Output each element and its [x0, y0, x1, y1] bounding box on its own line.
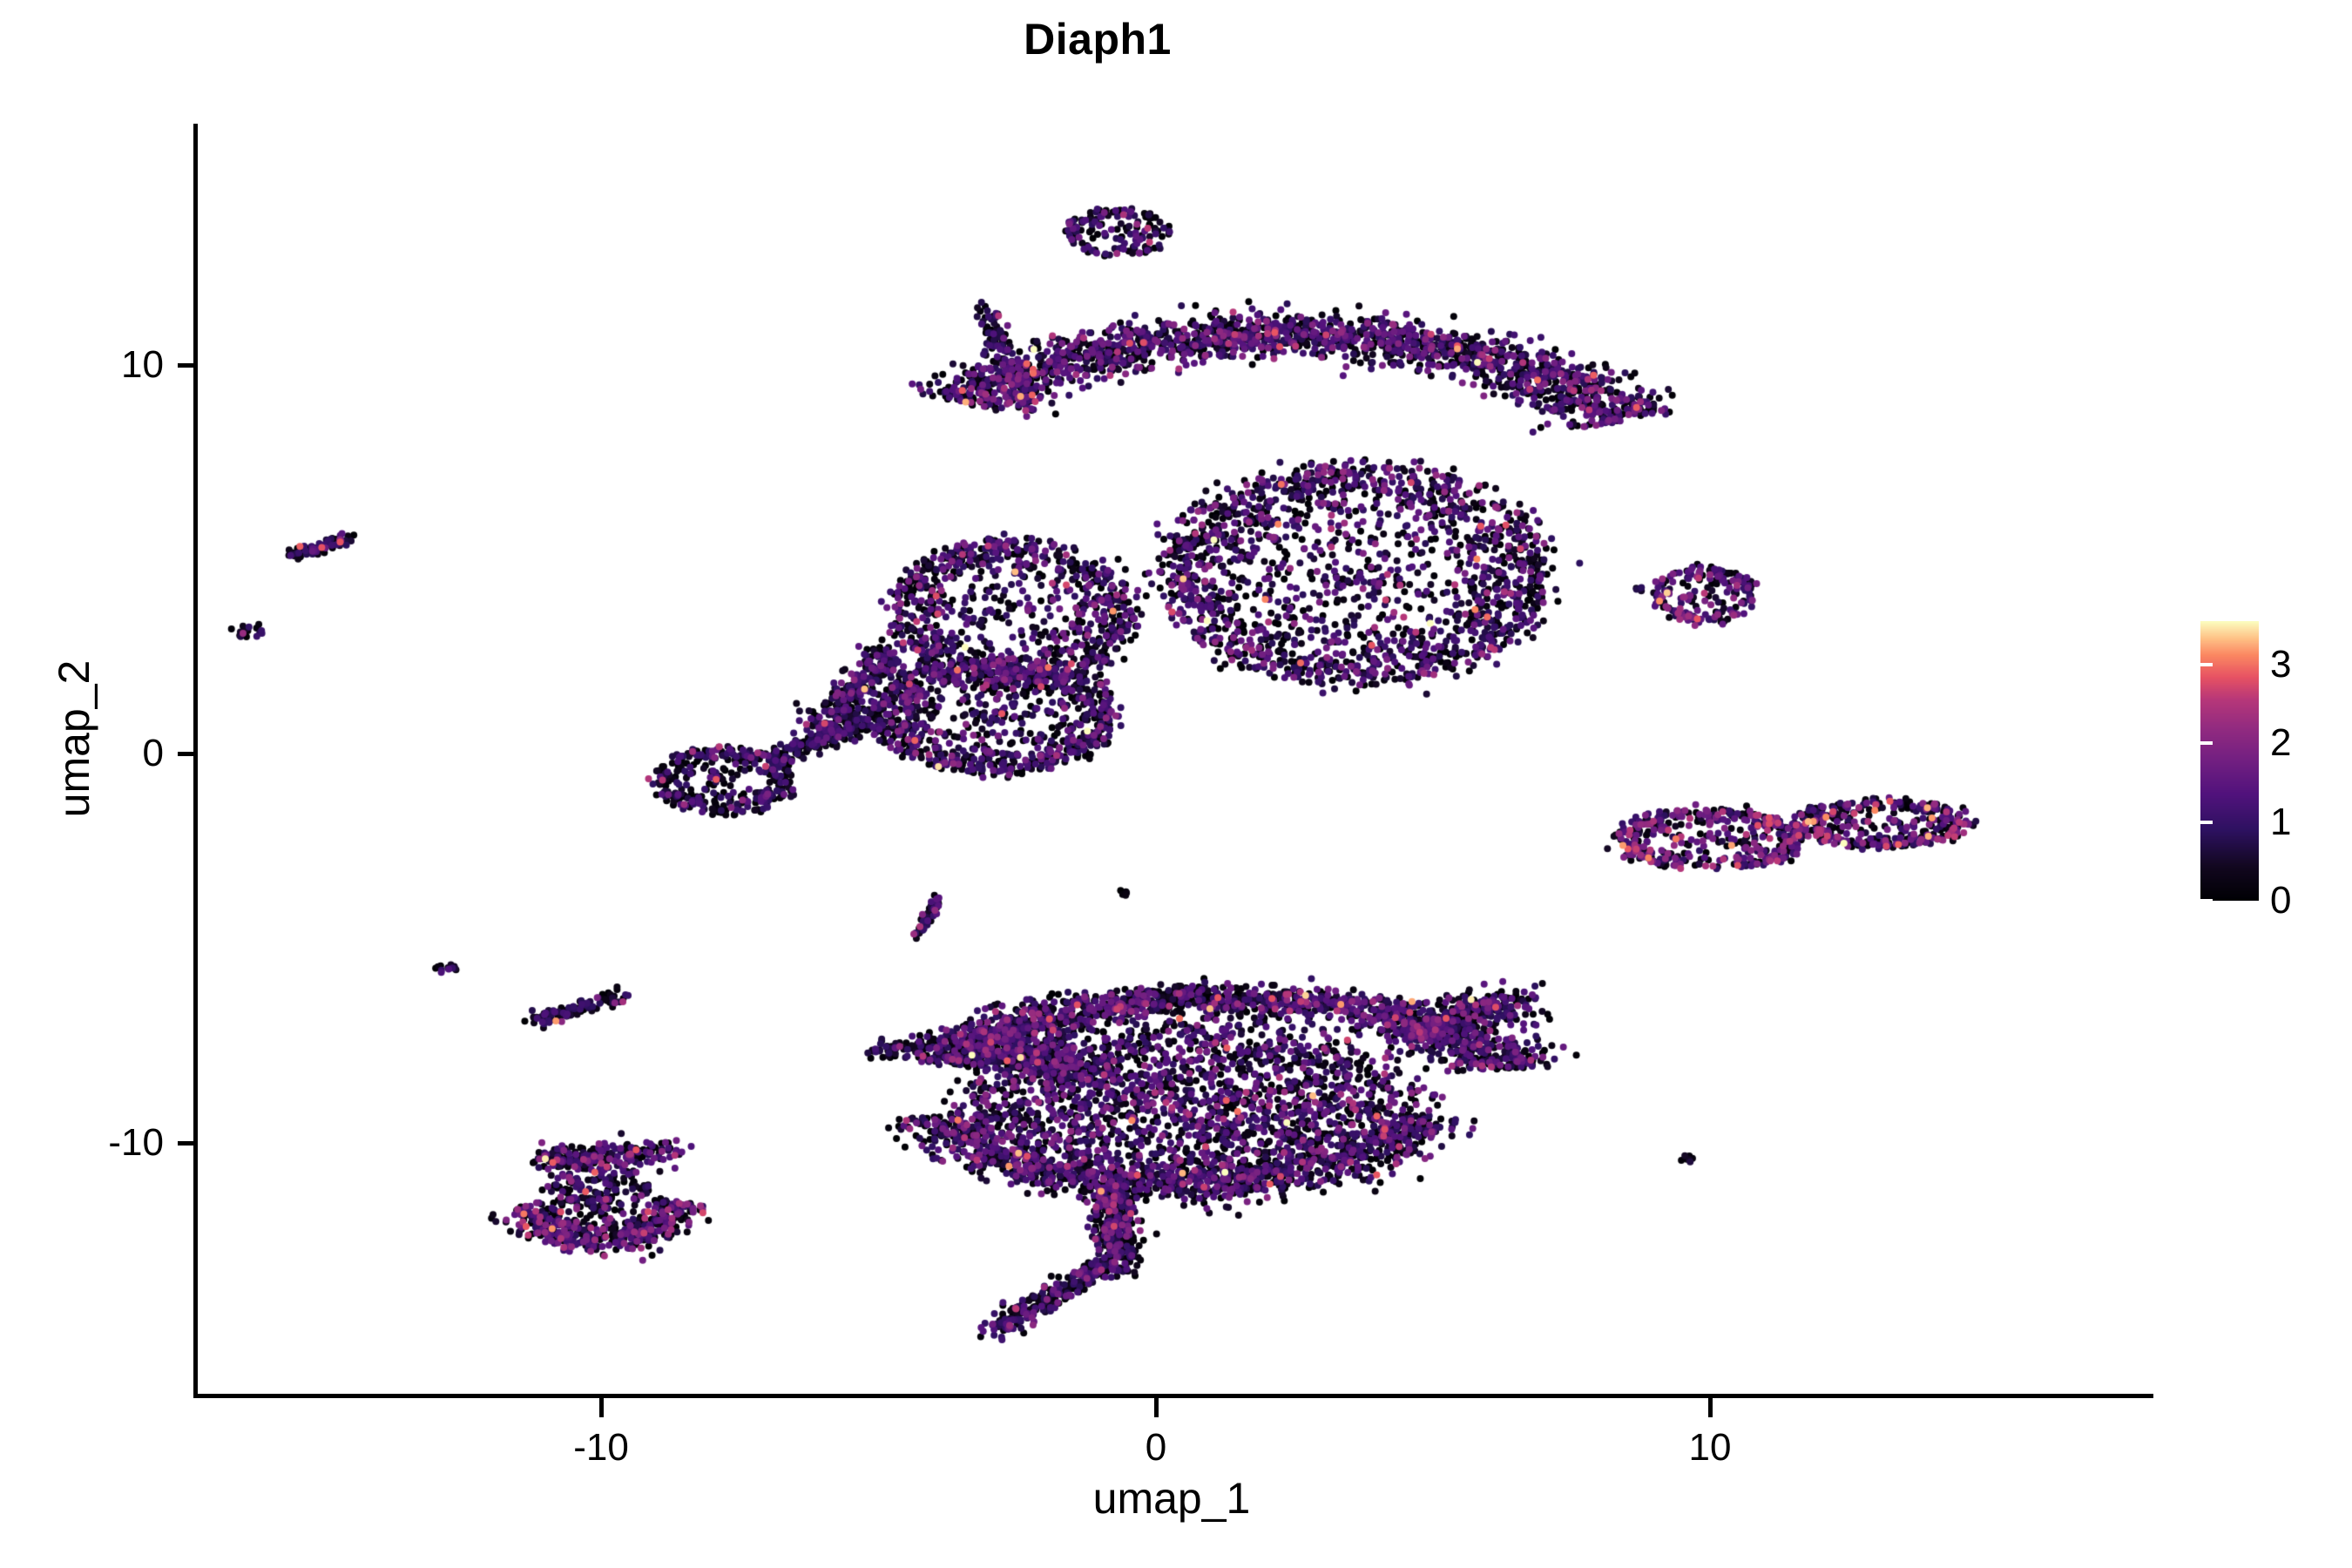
y-axis-tick-label: 0 — [142, 732, 164, 774]
y-axis-tick-label: -10 — [108, 1121, 164, 1164]
colorbar-tick-mark — [2310, 899, 2322, 902]
page-title: Diaph1 — [1024, 15, 1172, 64]
x-axis-tick-label: 0 — [1145, 1426, 1167, 1469]
x-axis-tick-mark — [1708, 1398, 1713, 1417]
colorbar-legend: 0 1 2 3 — [2200, 621, 2322, 920]
x-axis-line — [193, 1394, 2153, 1398]
y-axis-tick-mark — [178, 363, 197, 368]
colorbar-tick-label: 1 — [2270, 801, 2292, 843]
x-axis-tick-mark — [599, 1398, 604, 1417]
x-axis-tick-label: 10 — [1688, 1426, 1732, 1469]
colorbar-tick-mark — [2310, 821, 2322, 824]
colorbar-tick-mark — [2200, 741, 2213, 745]
y-axis-tick-mark — [178, 1141, 197, 1146]
colorbar-tick-mark — [2310, 663, 2322, 666]
colorbar-tick-label: 0 — [2270, 879, 2292, 922]
y-axis-tick-mark — [178, 752, 197, 756]
y-axis-tick-label: 10 — [121, 343, 164, 386]
colorbar-tick-mark — [2310, 741, 2322, 745]
x-axis-title: umap_1 — [1092, 1474, 1251, 1523]
scatter-plot-canvas — [197, 124, 2153, 1396]
colorbar-tick-label: 2 — [2270, 721, 2292, 764]
y-axis-title: umap_2 — [50, 659, 98, 818]
colorbar-gradient — [2200, 621, 2259, 901]
colorbar-tick-mark — [2200, 663, 2213, 666]
x-axis-tick-label: -10 — [573, 1426, 629, 1469]
colorbar-tick-mark — [2200, 899, 2213, 902]
colorbar-tick-label: 3 — [2270, 643, 2292, 686]
colorbar-tick-mark — [2200, 821, 2213, 824]
plot-panel — [197, 124, 2153, 1396]
x-axis-tick-mark — [1154, 1398, 1159, 1417]
y-axis-line — [193, 124, 198, 1398]
